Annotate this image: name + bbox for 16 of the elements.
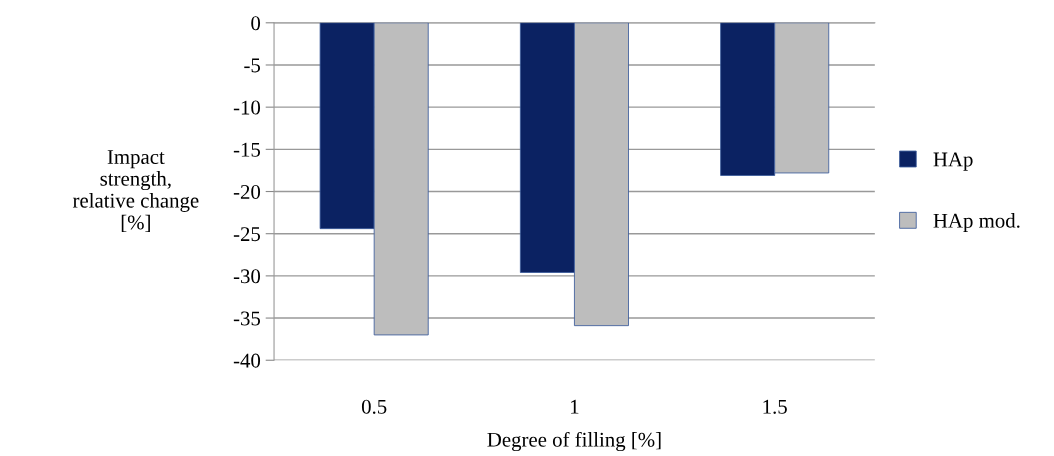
x-tick-label: 1: [571, 399, 579, 414]
y-tick-label: -35: [233, 311, 261, 326]
y-tick-label: 0: [251, 16, 261, 31]
x-tick-label: 0.5: [361, 399, 387, 414]
y-axis-title: Impact strength, relative change [%]: [72, 150, 199, 233]
y-tick-label: -40: [233, 353, 261, 368]
legend-label: HAp mod.: [933, 213, 1020, 232]
y-tick-label: -10: [233, 100, 261, 115]
y-tick-label: -30: [233, 269, 261, 284]
y-tick-label: -25: [233, 227, 261, 242]
x-tick-label: 1.5: [763, 399, 787, 414]
legend-label: HAp: [933, 152, 973, 171]
x-axis-title: Degree of filling [%]: [487, 431, 661, 452]
y-tick-label: -5: [244, 58, 261, 73]
y-tick-label: -15: [233, 142, 261, 157]
y-tick-label: -20: [233, 184, 261, 199]
